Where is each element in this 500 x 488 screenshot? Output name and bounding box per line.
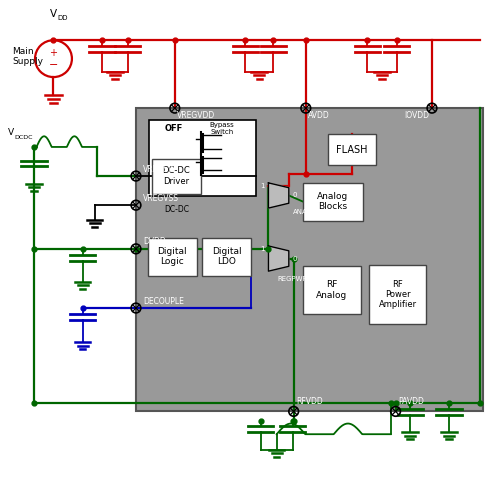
FancyBboxPatch shape <box>304 183 362 221</box>
Text: VREGVSS: VREGVSS <box>144 194 180 203</box>
Text: DC-DC
Driver: DC-DC Driver <box>162 166 190 186</box>
Text: V: V <box>8 128 14 137</box>
Text: VREGVDD: VREGVDD <box>177 111 216 120</box>
FancyBboxPatch shape <box>369 265 426 324</box>
Text: DC-DC: DC-DC <box>164 205 190 214</box>
Text: ANASW: ANASW <box>292 209 318 215</box>
FancyBboxPatch shape <box>304 266 360 314</box>
Text: Digital
Logic: Digital Logic <box>158 247 187 266</box>
Text: RFVDD: RFVDD <box>296 397 323 406</box>
FancyBboxPatch shape <box>328 134 376 165</box>
Text: IOVDD: IOVDD <box>404 111 429 120</box>
Text: REGPWRSEL: REGPWRSEL <box>277 276 320 282</box>
FancyBboxPatch shape <box>202 238 251 276</box>
Text: OFF: OFF <box>164 123 183 133</box>
Text: −: − <box>49 61 58 70</box>
Text: FLASH: FLASH <box>336 144 368 155</box>
Text: RF
Power
Amplifier: RF Power Amplifier <box>378 280 416 309</box>
Text: 0: 0 <box>292 192 297 199</box>
Polygon shape <box>268 183 289 208</box>
FancyBboxPatch shape <box>136 108 483 411</box>
Text: DCDC: DCDC <box>14 135 33 140</box>
Text: DVDD: DVDD <box>144 238 166 246</box>
Polygon shape <box>268 246 289 271</box>
Text: DD: DD <box>57 15 68 21</box>
Text: V: V <box>50 9 57 20</box>
Text: PAVDD: PAVDD <box>398 397 424 406</box>
Text: DECOUPLE: DECOUPLE <box>144 297 184 305</box>
FancyBboxPatch shape <box>148 238 196 276</box>
Text: Bypass
Switch: Bypass Switch <box>210 122 234 135</box>
Text: Main
Supply: Main Supply <box>12 46 43 66</box>
Text: 1: 1 <box>260 246 264 252</box>
Text: RF
Analog: RF Analog <box>316 281 348 300</box>
Text: 0: 0 <box>292 256 297 262</box>
FancyBboxPatch shape <box>152 159 200 194</box>
Text: AVDD: AVDD <box>308 111 330 120</box>
Text: VREGSW: VREGSW <box>144 164 177 174</box>
Text: Digital
LDO: Digital LDO <box>212 247 242 266</box>
FancyBboxPatch shape <box>149 120 256 197</box>
Text: Analog
Blocks: Analog Blocks <box>318 192 348 211</box>
Text: +: + <box>50 48 58 58</box>
Text: 1: 1 <box>260 183 264 189</box>
